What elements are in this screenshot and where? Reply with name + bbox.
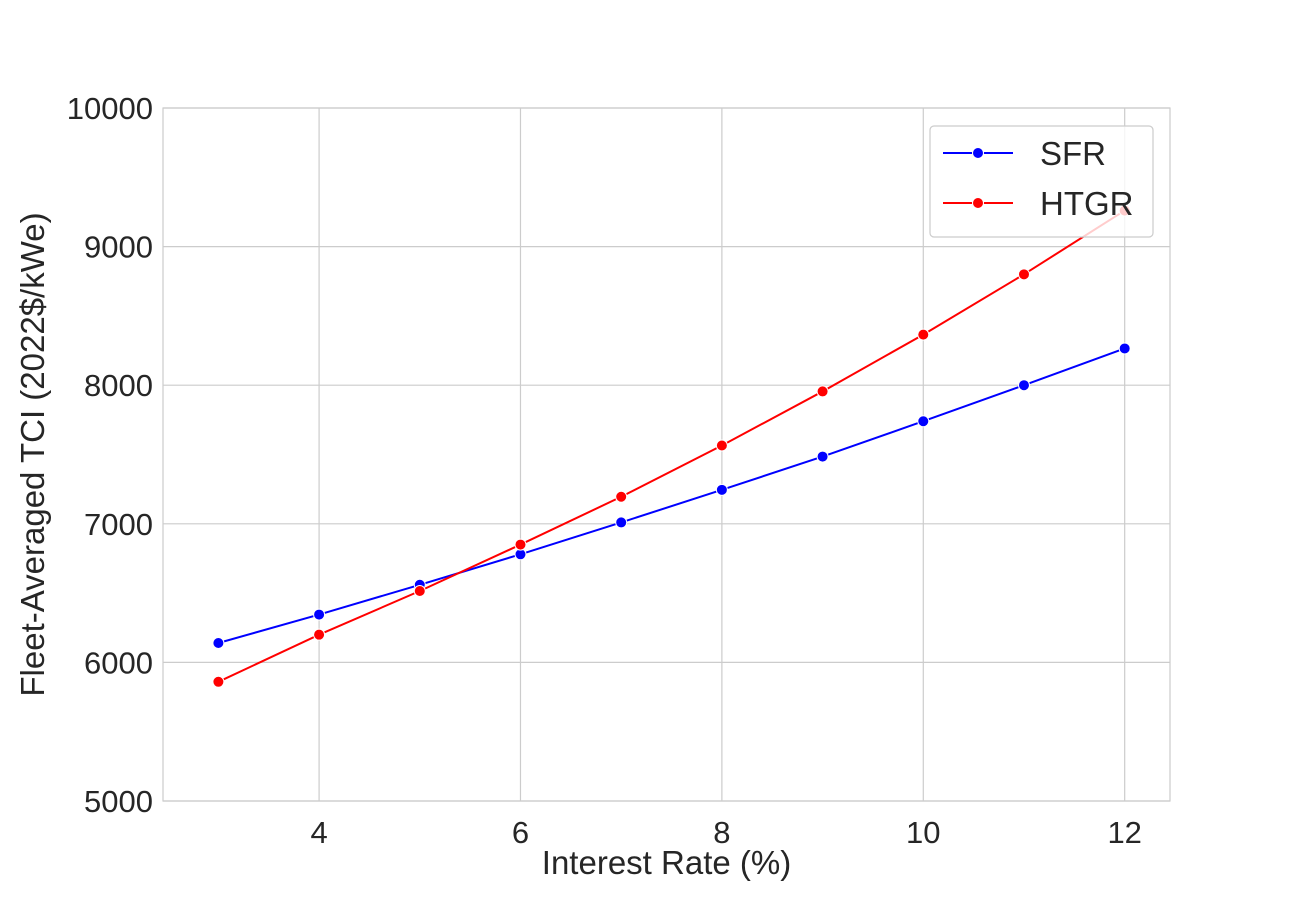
series-sfr (212, 342, 1131, 649)
data-point (1118, 342, 1131, 355)
x-tick-label: 6 (512, 815, 529, 850)
y-tick-label: 7000 (84, 507, 153, 542)
y-tick-label: 5000 (84, 784, 153, 819)
data-point (413, 585, 426, 598)
data-point (615, 516, 628, 529)
series-line (218, 347, 1126, 644)
x-tick-label: 12 (1107, 815, 1141, 850)
y-tick-label: 6000 (84, 645, 153, 680)
data-point (212, 636, 225, 649)
data-point (1017, 268, 1030, 281)
y-tick-label: 8000 (84, 368, 153, 403)
x-tick-label: 8 (713, 815, 730, 850)
x-axis-label: Interest Rate (%) (542, 844, 791, 881)
plot-area-frame (162, 107, 1171, 802)
data-point (715, 483, 728, 496)
legend: SFR HTGR (929, 125, 1154, 238)
data-point (1017, 379, 1030, 392)
data-point (212, 675, 225, 688)
legend-label: SFR (1040, 135, 1106, 172)
data-point (917, 415, 930, 428)
x-tick-label: 10 (906, 815, 940, 850)
data-point (816, 450, 829, 463)
x-tick-label: 4 (310, 815, 327, 850)
legend-marker (972, 197, 984, 209)
legend-item-sfr: SFR (943, 135, 1106, 172)
series-layer (212, 204, 1131, 688)
data-point (917, 328, 930, 341)
legend-marker (972, 147, 984, 159)
y-tick-label: 9000 (84, 230, 153, 265)
data-point (615, 490, 628, 503)
legend-label: HTGR (1040, 185, 1134, 222)
tick-labels: 4 6 8 10 12 5000 6000 7000 8000 9000 10000 (67, 91, 1142, 850)
data-point (816, 385, 829, 398)
series-line (217, 209, 1126, 683)
data-point (313, 608, 326, 621)
series-htgr (212, 204, 1131, 688)
legend-item-htgr: HTGR (943, 185, 1134, 222)
data-point (514, 538, 527, 551)
y-tick-label: 10000 (67, 91, 153, 126)
data-point (715, 439, 728, 452)
data-point (313, 628, 326, 641)
y-axis-label: Fleet-Averaged TCI (2022$/kWe) (14, 212, 51, 696)
